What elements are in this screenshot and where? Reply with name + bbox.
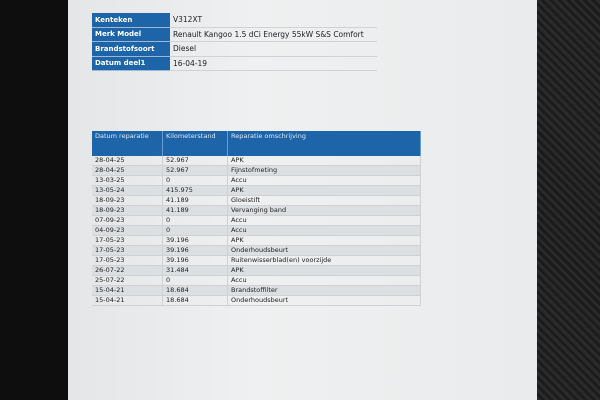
- header-km: Kilometerstand: [162, 131, 228, 156]
- info-row: Datum deel1 16-04-19: [92, 56, 377, 71]
- repair-date: 04-09-23: [92, 225, 163, 236]
- info-value: Diesel: [170, 41, 377, 57]
- table-row: 04-09-23 0 Accu: [92, 225, 421, 236]
- table-row: 15-04-21 18.684 Onderhoudsbeurt: [92, 295, 421, 306]
- repair-description: Fijnstofmeting: [227, 165, 421, 176]
- repair-date: 13-05-24: [92, 185, 163, 196]
- table-row: 17-05-23 39.196 Onderhoudsbeurt: [92, 245, 421, 256]
- repair-km: 41.189: [162, 205, 228, 216]
- repair-description: Ruitenwisserblad(en) voorzijde: [227, 255, 421, 266]
- repair-date: 18-09-23: [92, 195, 163, 206]
- repair-km: 18.684: [162, 285, 228, 296]
- repair-description: Accu: [227, 175, 421, 186]
- table-row: 28-04-25 52.967 Fijnstofmeting: [92, 165, 421, 176]
- repair-km: 0: [162, 175, 228, 186]
- table-row: 13-05-24 415.975 APK: [92, 185, 421, 196]
- repair-description: Vervanging band: [227, 205, 421, 216]
- repair-km: 415.975: [162, 185, 228, 196]
- repair-date: 28-04-25: [92, 165, 163, 176]
- repair-description: Onderhoudsbeurt: [227, 295, 421, 306]
- header-description: Reparatie omschrijving: [227, 131, 421, 156]
- repair-km: 39.196: [162, 255, 228, 266]
- background-right: [537, 0, 600, 400]
- repair-date: 26-07-22: [92, 265, 163, 276]
- repair-km: 0: [162, 225, 228, 236]
- repair-km: 18.684: [162, 295, 228, 306]
- vehicle-info-table: Kenteken V312XT Merk Model Renault Kangoo 1…: [92, 13, 377, 71]
- info-row: Kenteken V312XT: [92, 13, 377, 28]
- info-value: V312XT: [170, 13, 377, 28]
- table-row: 25-07-22 0 Accu: [92, 275, 421, 286]
- repair-date: 07-09-23: [92, 215, 163, 226]
- repair-description: Accu: [227, 275, 421, 286]
- repair-date: 15-04-21: [92, 295, 163, 306]
- repair-km: 39.196: [162, 235, 228, 246]
- repair-history-table: Datum reparatie Kilometerstand Reparatie…: [92, 131, 421, 306]
- table-row: 07-09-23 0 Accu: [92, 215, 421, 226]
- repair-date: 17-05-23: [92, 235, 163, 246]
- repair-date: 18-09-23: [92, 205, 163, 216]
- table-row: 26-07-22 31.484 APK: [92, 265, 421, 276]
- background-left: [0, 0, 68, 400]
- repair-date: 28-04-25: [92, 156, 163, 166]
- repair-date: 17-05-23: [92, 255, 163, 266]
- table-row: 18-09-23 41.189 Gloeistift: [92, 195, 421, 206]
- repair-km: 0: [162, 275, 228, 286]
- table-row: 17-05-23 39.196 Ruitenwisserblad(en) voorz…: [92, 255, 421, 266]
- info-value: 16-04-19: [170, 56, 377, 71]
- info-label: Datum deel1: [92, 56, 170, 71]
- repair-date: 25-07-22: [92, 275, 163, 286]
- repair-date: 13-03-25: [92, 175, 163, 186]
- info-label: Brandstofsoort: [92, 41, 170, 57]
- table-row: 28-04-25 52.967 APK: [92, 156, 421, 166]
- repair-date: 15-04-21: [92, 285, 163, 296]
- repair-date: 17-05-23: [92, 245, 163, 256]
- table-row: 18-09-23 41.189 Vervanging band: [92, 205, 421, 216]
- repair-description: Accu: [227, 215, 421, 226]
- repair-km: 41.189: [162, 195, 228, 206]
- info-row: Merk Model Renault Kangoo 1.5 dCi Energy …: [92, 27, 377, 42]
- table-row: 17-05-23 39.196 APK: [92, 235, 421, 246]
- repair-description: Accu: [227, 225, 421, 236]
- info-row: Brandstofsoort Diesel: [92, 41, 377, 57]
- document-page: Kenteken V312XT Merk Model Renault Kangoo 1…: [68, 0, 537, 400]
- repair-description: APK: [227, 185, 421, 196]
- table-row: 13-03-25 0 Accu: [92, 175, 421, 186]
- repair-km: 52.967: [162, 156, 228, 166]
- repair-km: 0: [162, 215, 228, 226]
- repair-description: APK: [227, 156, 421, 166]
- repair-km: 52.967: [162, 165, 228, 176]
- repair-km: 31.484: [162, 265, 228, 276]
- header-date: Datum reparatie: [92, 131, 163, 156]
- table-header-row: Datum reparatie Kilometerstand Reparatie…: [92, 131, 421, 156]
- repair-km: 39.196: [162, 245, 228, 256]
- repair-description: Gloeistift: [227, 195, 421, 206]
- info-value: Renault Kangoo 1.5 dCi Energy 55kW S&S C…: [170, 27, 377, 42]
- repair-description: Brandstoffilter: [227, 285, 421, 296]
- repair-description: Onderhoudsbeurt: [227, 245, 421, 256]
- repair-description: APK: [227, 235, 421, 246]
- repair-description: APK: [227, 265, 421, 276]
- info-label: Kenteken: [92, 13, 170, 28]
- table-row: 15-04-21 18.684 Brandstoffilter: [92, 285, 421, 296]
- info-label: Merk Model: [92, 27, 170, 42]
